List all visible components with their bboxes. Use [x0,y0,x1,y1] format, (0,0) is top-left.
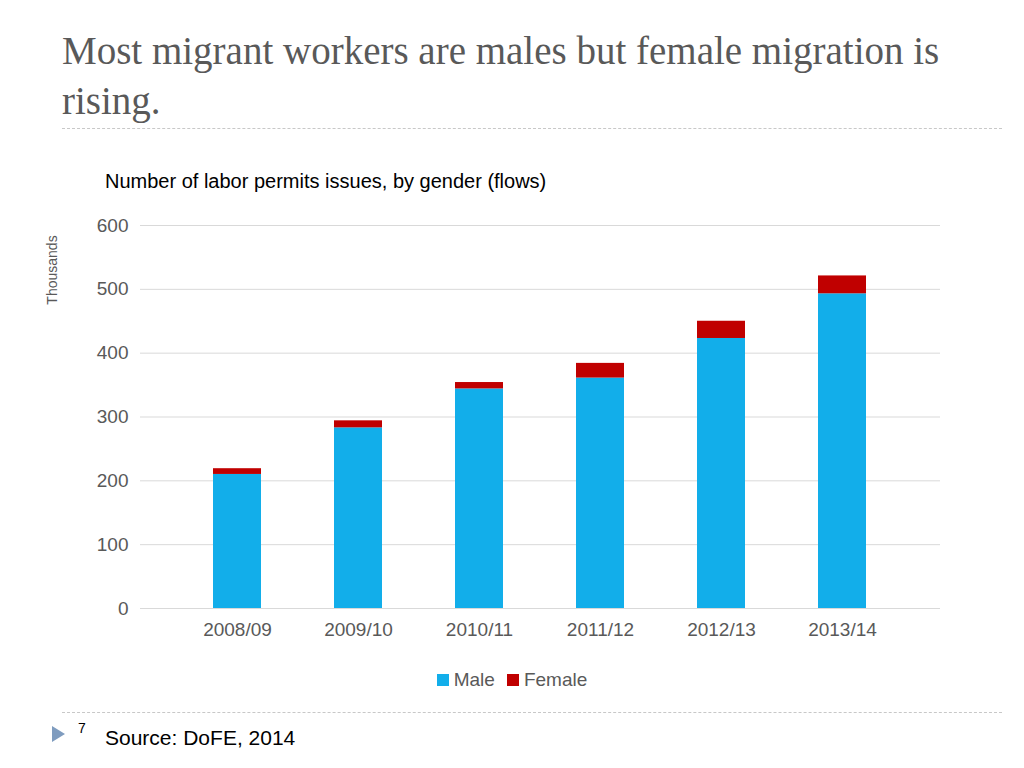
svg-text:2013/14: 2013/14 [808,619,877,640]
svg-text:0: 0 [118,598,129,619]
svg-text:500: 500 [97,278,129,299]
svg-text:100: 100 [97,534,129,555]
svg-text:2010/11: 2010/11 [446,619,513,640]
svg-text:2012/13: 2012/13 [687,619,756,640]
svg-text:2009/10: 2009/10 [324,619,393,640]
svg-text:600: 600 [97,215,129,236]
html-text:Source: DoFE, 2014: Source: DoFE, 2014 [105,726,296,749]
html-text:Thousands: Thousands [44,235,60,305]
svg-text:300: 300 [97,406,129,427]
html-text:Male: Male [453,669,495,690]
html-text:Female: Female [523,669,588,690]
svg-text:200: 200 [97,470,129,491]
html-text:Most migrant workers are males: Most migrant workers are males but femal… [62,29,940,122]
svg-text:2008/09: 2008/09 [203,619,272,640]
html-text:7: 7 [78,720,86,736]
svg-text:2011/12: 2011/12 [567,619,634,640]
html-text:Number of labor permits issues: Number of labor permits issues, by gende… [105,170,547,192]
svg-text:400: 400 [97,342,129,363]
